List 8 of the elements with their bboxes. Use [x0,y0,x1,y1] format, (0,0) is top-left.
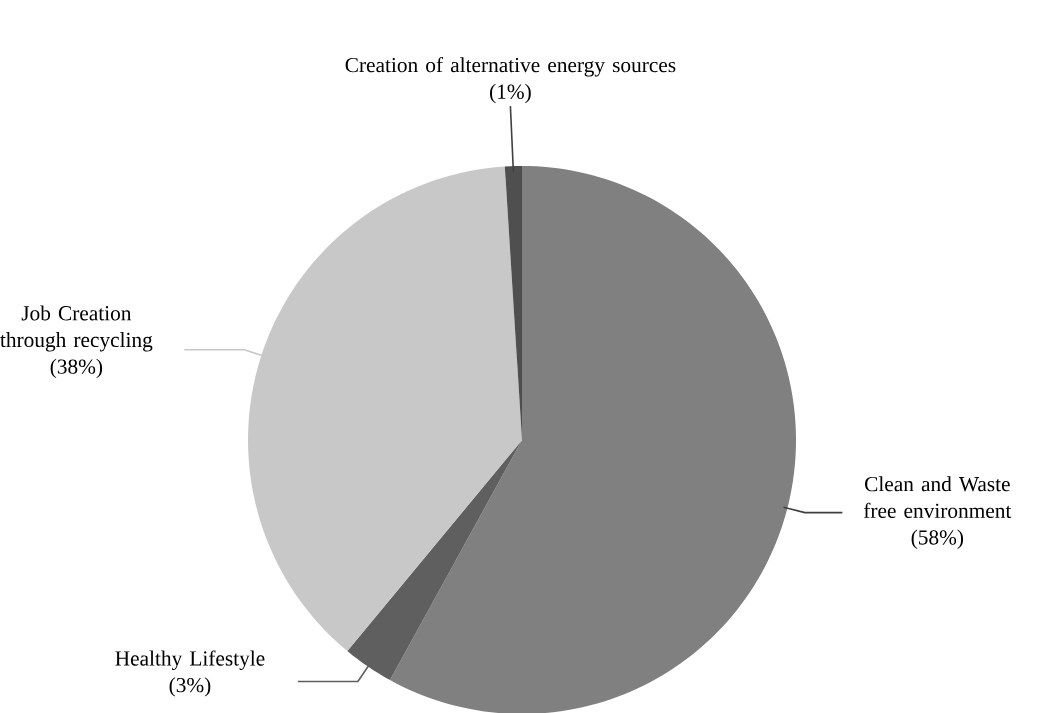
data-label: (38%) [50,358,103,379]
data-label: (1%) [490,83,531,104]
slice-label: Clean and Waste free environment [863,476,1012,518]
legend-label: Healthy Lifestyle [115,650,265,671]
slice-label: Job Creation through recycling [0,305,153,352]
slice-label: Creation of alternative energy sources [345,56,676,77]
data-label: (58%) [911,529,964,549]
data-label: (3%) [169,677,211,697]
